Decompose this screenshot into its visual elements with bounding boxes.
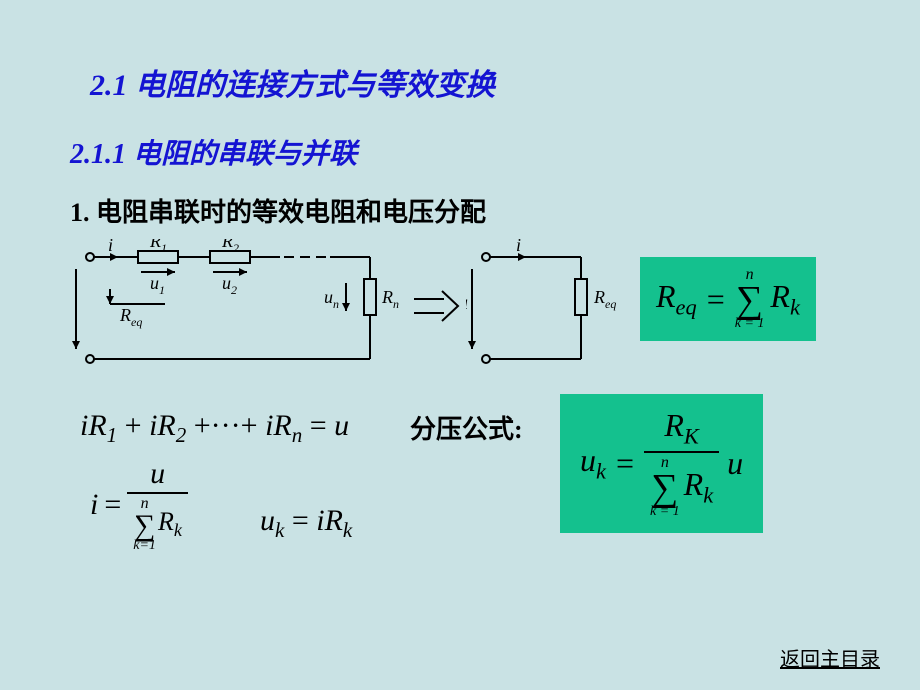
circuit-diagrams: i R1 R2 u1 u2 un Rn u Req [70,239,850,389]
formula-req-lhs: Req [656,278,697,320]
svg-text:R1: R1 [149,239,167,255]
formula-divider-box: uk = RK n ∑ k = 1 Rk u [560,394,763,533]
equations-row: iR1 + iR2 +···+ iRn = u i = u n ∑ k=1 [70,399,850,599]
svg-text:u1: u1 [150,273,165,297]
equation-current: i = u n ∑ k=1 Rk [90,457,188,553]
svg-text:Req: Req [593,287,616,311]
equals-sign: = [707,281,725,318]
svg-text:Rn: Rn [381,287,399,311]
sum-symbol: n ∑ k = 1 [735,267,765,331]
circuit-series: i R1 R2 u1 u2 un Rn u Req [70,239,410,379]
equation-uk: uk = iRk [260,504,352,543]
svg-text:i: i [516,239,521,255]
svg-text:u2: u2 [222,273,237,297]
svg-text:un: un [324,287,339,311]
svg-text:i: i [108,239,113,255]
section-title: 2.1 电阻的连接方式与等效变换 [90,60,850,104]
item-title: 1. 电阻串联时的等效电阻和电压分配 [70,192,850,229]
formula-div-lhs: uk [580,442,606,484]
svg-text:R2: R2 [221,239,239,255]
formula-req-box: Req = n ∑ k = 1 Rk [640,257,816,341]
fraction: RK n ∑ k = 1 Rk [644,408,719,519]
formula-req-rhs: Rk [770,278,800,320]
subsection-title: 2.1.1 电阻的串联与并联 [70,132,850,172]
equation-kvl: iR1 + iR2 +···+ iRn = u [80,409,349,448]
equals-sign: = [616,445,634,482]
svg-text:u: u [466,292,468,314]
voltage-divider-label: 分压公式: [410,409,523,446]
back-to-toc-link[interactable]: 返回主目录 [780,643,880,672]
circuit-equivalent: i u Req [466,239,626,379]
formula-div-tail: u [727,445,743,482]
transform-arrow-icon [412,287,462,327]
svg-text:Req: Req [119,305,142,329]
